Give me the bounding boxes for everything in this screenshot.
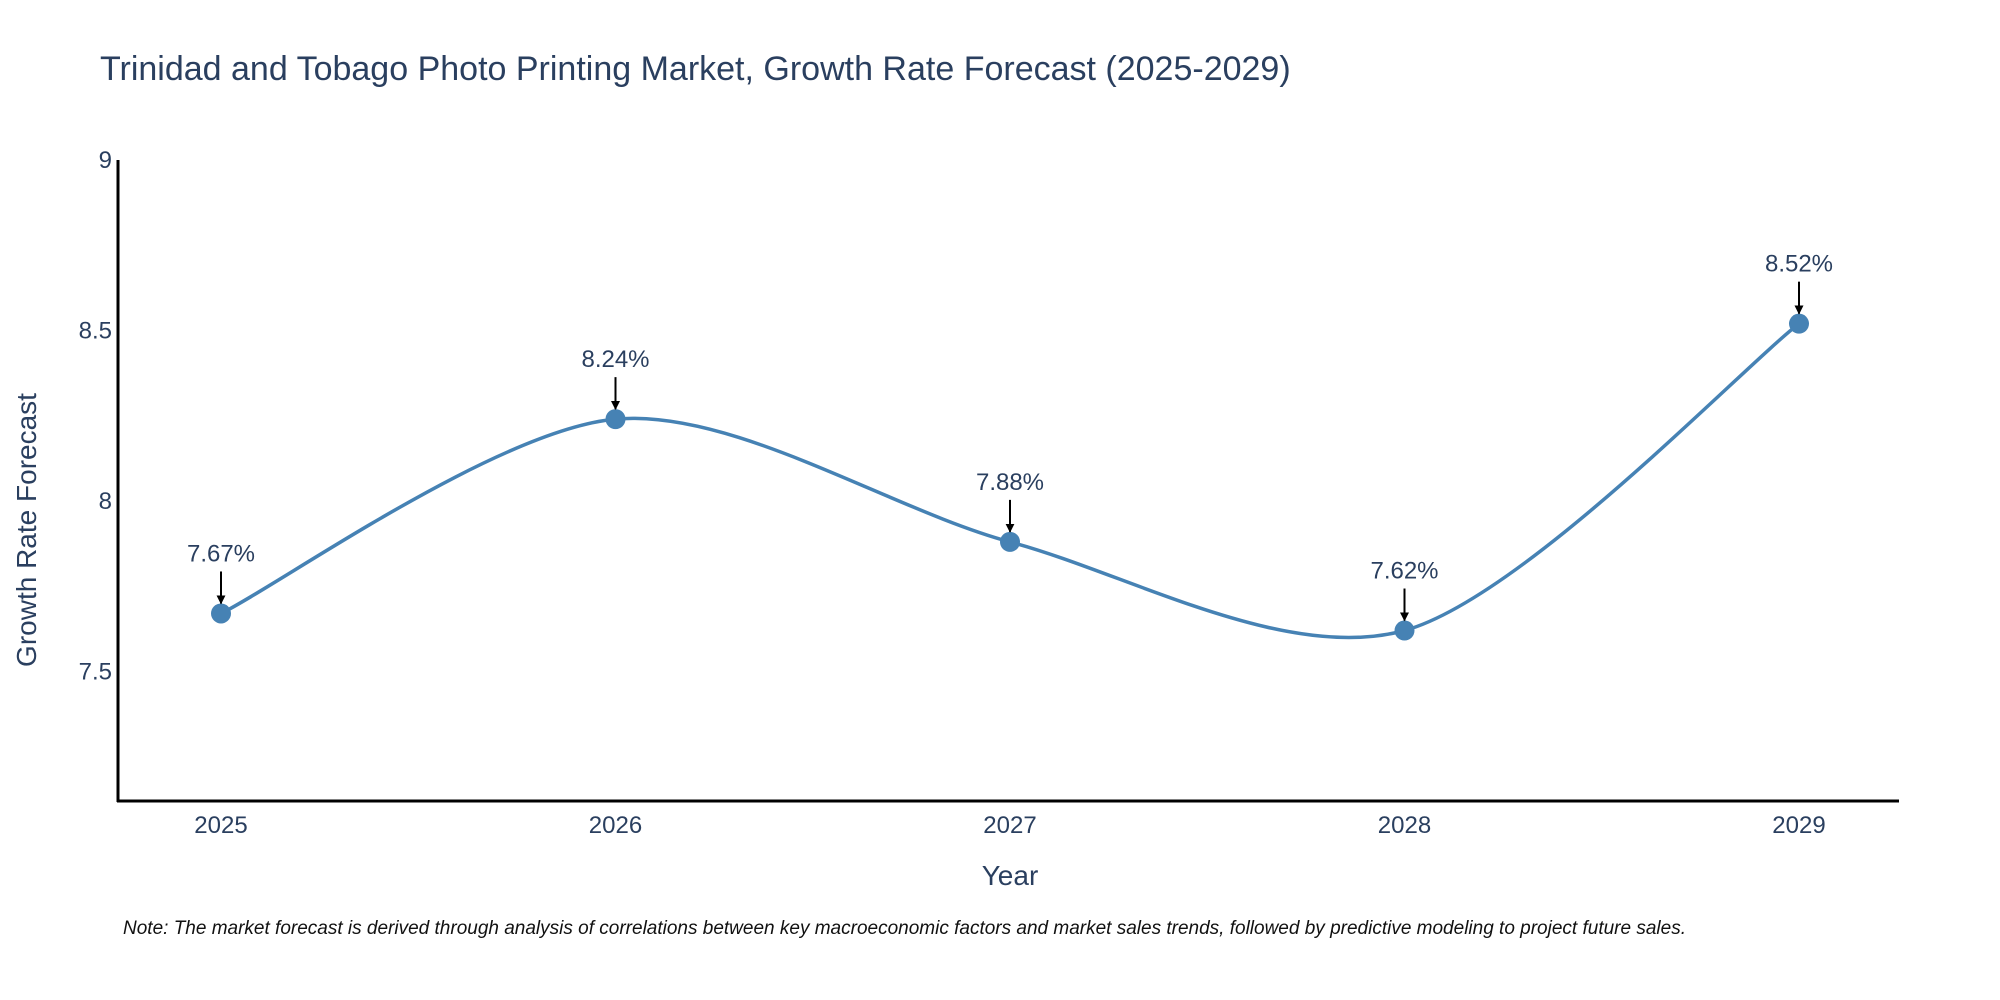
data-point [605, 409, 626, 430]
x-tick-label: 2028 [1378, 812, 1431, 839]
y-tick-label: 7.5 [79, 658, 112, 685]
data-points [211, 313, 1809, 641]
x-tick-label: 2026 [589, 812, 642, 839]
data-point [1394, 620, 1415, 641]
x-tick-label: 2029 [1772, 812, 1825, 839]
data-label: 7.62% [1370, 558, 1438, 585]
y-tick-labels: 7.5 8 8.5 9 [79, 147, 112, 685]
data-point [1000, 531, 1020, 552]
data-point [211, 603, 231, 624]
data-label: 7.67% [187, 540, 255, 567]
chart-title: Trinidad and Tobago Photo Printing Marke… [100, 50, 1291, 88]
forecast-note: Note: The market forecast is derived thr… [123, 918, 1686, 939]
data-labels: 7.67% 8.24% 7.88% 7.62% 8.52% [187, 251, 1833, 622]
data-point [1789, 313, 1809, 334]
y-tick-label: 9 [99, 147, 112, 174]
x-axis-title: Year [982, 860, 1039, 891]
data-label: 7.88% [976, 469, 1044, 496]
data-label: 8.24% [581, 346, 649, 373]
x-tick-label: 2027 [983, 812, 1036, 839]
y-tick-label: 8 [99, 488, 112, 515]
y-axis-title: Growth Rate Forecast [11, 393, 42, 667]
x-tick-labels: 2025 2026 2027 2028 2029 [194, 812, 1825, 839]
x-tick-label: 2025 [194, 812, 247, 839]
data-label: 8.52% [1765, 251, 1833, 278]
y-tick-label: 8.5 [79, 317, 112, 344]
